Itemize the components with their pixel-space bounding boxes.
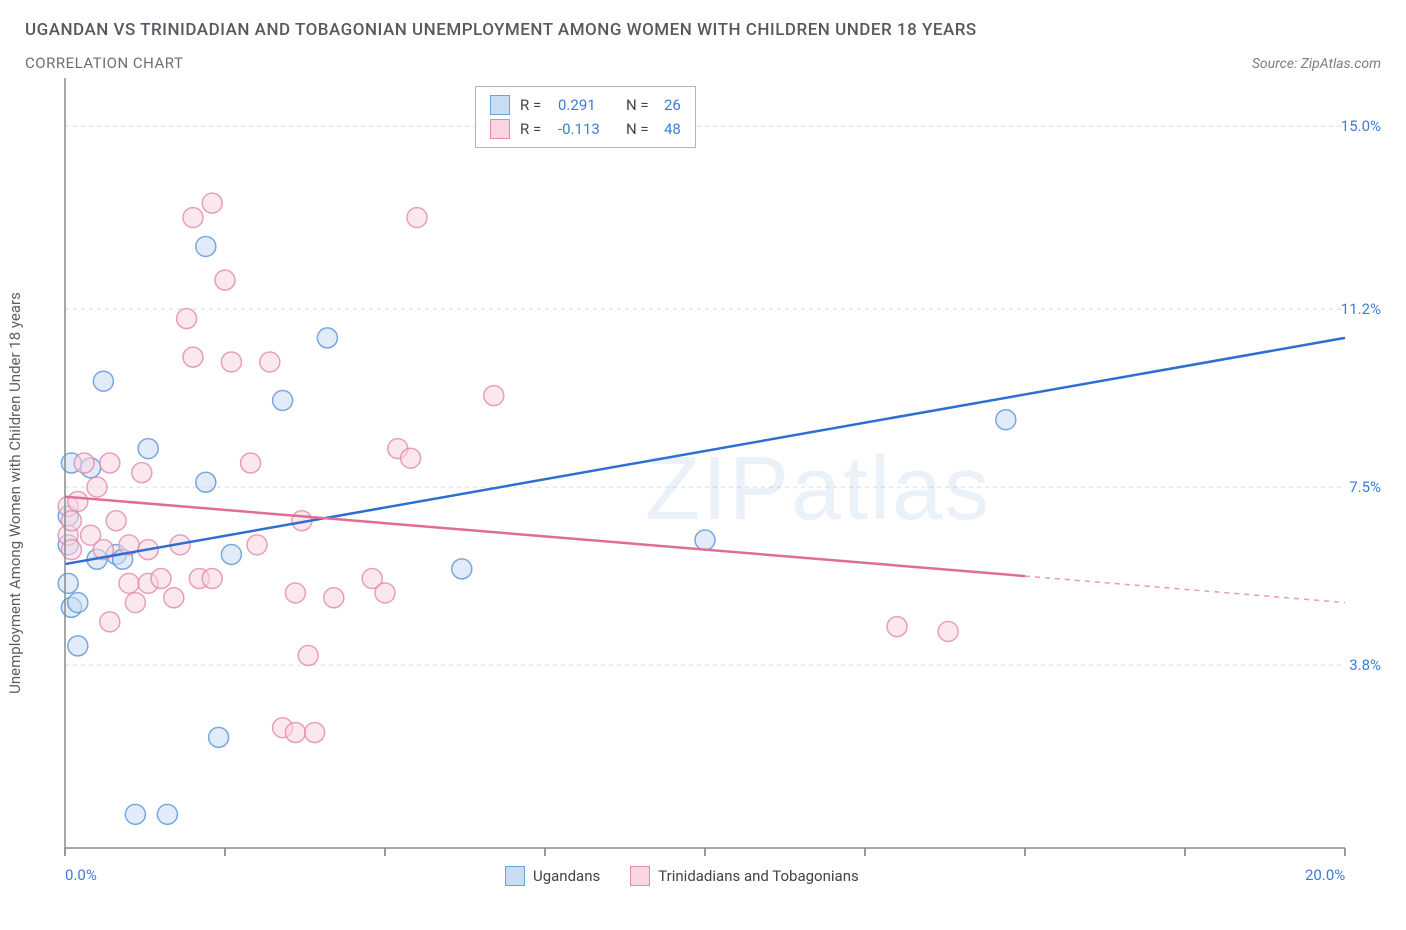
- r-value-trinidadians: -0.113: [558, 120, 616, 138]
- r-label: R =: [520, 96, 548, 114]
- chart-title-line2: CORRELATION CHART: [25, 54, 183, 72]
- y-axis-label: Unemployment Among Women with Children U…: [6, 292, 24, 694]
- y-tick-label: 15.0%: [1341, 117, 1381, 135]
- legend-row-trinidadians: R = -0.113 N = 48: [490, 117, 681, 141]
- y-tick-label: 3.8%: [1349, 656, 1381, 674]
- n-label: N =: [626, 96, 654, 114]
- legend-label-ugandans: Ugandans: [533, 867, 600, 885]
- n-value-ugandans: 26: [664, 96, 681, 114]
- scatter-chart-svg: [25, 78, 1381, 878]
- chart-title-line1: UGANDAN VS TRINIDADIAN AND TOBAGONIAN UN…: [25, 20, 1381, 40]
- n-value-trinidadians: 48: [664, 120, 681, 138]
- legend-label-trinidadians: Trinidadians and Tobagonians: [658, 867, 858, 885]
- source-label: Source: ZipAtlas.com: [1252, 56, 1381, 72]
- swatch-pink-icon: [490, 119, 510, 139]
- title-row: CORRELATION CHART Source: ZipAtlas.com: [25, 54, 1381, 72]
- swatch-blue-icon: [490, 95, 510, 115]
- r-label: R =: [520, 120, 548, 138]
- legend-item-ugandans: Ugandans: [505, 866, 600, 886]
- legend-row-ugandans: R = 0.291 N = 26: [490, 93, 681, 117]
- x-tick-label: 20.0%: [1305, 866, 1345, 884]
- y-tick-label: 7.5%: [1349, 478, 1381, 496]
- swatch-pink-icon: [630, 866, 650, 886]
- chart-container: Unemployment Among Women with Children U…: [25, 78, 1381, 908]
- y-tick-label: 11.2%: [1341, 300, 1381, 318]
- r-value-ugandans: 0.291: [558, 96, 616, 114]
- legend-item-trinidadians: Trinidadians and Tobagonians: [630, 866, 858, 886]
- n-label: N =: [626, 120, 654, 138]
- series-legend: Ugandans Trinidadians and Tobagonians: [505, 866, 859, 886]
- swatch-blue-icon: [505, 866, 525, 886]
- x-tick-label: 0.0%: [65, 866, 97, 884]
- correlation-legend: R = 0.291 N = 26 R = -0.113 N = 48: [475, 86, 696, 148]
